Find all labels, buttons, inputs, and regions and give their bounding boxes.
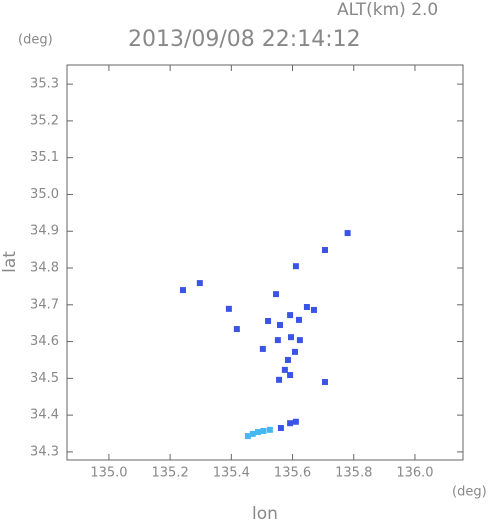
echo-cell (288, 334, 295, 341)
echo-cell (277, 425, 284, 432)
echo-cell (249, 430, 256, 437)
y-tick-label: 35.3 (30, 77, 59, 92)
y-tick-label: 34.8 (30, 261, 59, 276)
echo-cell (284, 356, 291, 363)
x-tick-label: 135.4 (213, 466, 250, 481)
x-tick-label: 135.0 (90, 466, 127, 481)
echo-cell (281, 366, 288, 373)
echo-cell (260, 427, 267, 434)
echo-cell (287, 420, 294, 427)
echo-cell (321, 246, 328, 253)
y-tick-label: 34.6 (30, 334, 59, 349)
y-tick-label: 35.1 (30, 150, 59, 165)
echo-cell (296, 337, 303, 344)
echo-cell (310, 306, 317, 313)
echo-cell (266, 426, 273, 433)
x-axis-label: lon (252, 504, 278, 521)
echo-cell (225, 305, 232, 312)
y-tick-label: 35.0 (30, 187, 59, 202)
echo-cell (287, 312, 294, 319)
echo-cell (292, 418, 299, 425)
echo-cell (273, 291, 280, 298)
echo-cell (344, 230, 351, 237)
y-tick-label: 34.7 (30, 297, 59, 312)
x-unit: (deg) (452, 485, 487, 500)
y-tick-label: 34.4 (30, 408, 59, 423)
y-axis-label: lat (0, 251, 20, 273)
x-tick-label: 135.8 (335, 466, 372, 481)
echo-cell (276, 322, 283, 329)
y-tick-label: 34.3 (30, 444, 59, 459)
echo-cell (295, 316, 302, 323)
y-tick-label: 34.9 (30, 224, 59, 239)
echo-cell (233, 326, 240, 333)
echo-cell (244, 433, 251, 440)
echo-cell (292, 263, 299, 270)
chart-title: 2013/09/08 22:14:12 (128, 27, 361, 52)
echo-cell (276, 376, 283, 383)
echo-cell (254, 429, 261, 436)
y-unit: (deg) (18, 33, 53, 48)
echo-cell (291, 348, 298, 355)
echo-cell (321, 379, 328, 386)
plot-frame (66, 64, 464, 461)
x-tick-label: 136.0 (396, 466, 433, 481)
echo-cell (179, 287, 186, 294)
echo-cell (274, 337, 281, 344)
x-tick-label: 135.2 (152, 466, 189, 481)
echo-cell (303, 304, 310, 311)
chart-subtitle: ALT(km) 2.0 (337, 0, 438, 20)
echo-cell (265, 317, 272, 324)
y-tick-label: 35.2 (30, 113, 59, 128)
echo-cell (287, 372, 294, 379)
y-tick-label: 34.5 (30, 371, 59, 386)
x-tick-label: 135.6 (274, 466, 311, 481)
echo-cell (259, 345, 266, 352)
echo-cell (196, 280, 203, 287)
